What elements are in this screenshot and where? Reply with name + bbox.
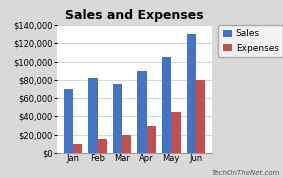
Bar (98, 139, 107, 153)
Text: TechOnTheNet.com: TechOnTheNet.com (212, 170, 280, 176)
Bar (162, 57, 171, 153)
Bar (147, 126, 156, 153)
Title: Sales and Expenses: Sales and Expenses (65, 9, 204, 22)
Bar (196, 80, 205, 153)
Bar (171, 112, 181, 153)
Bar (73, 144, 82, 153)
Bar (137, 71, 147, 153)
Bar (113, 84, 122, 153)
Bar (64, 89, 73, 153)
Bar (122, 135, 132, 153)
Legend: Sales, Expenses: Sales, Expenses (218, 25, 283, 57)
Bar (186, 34, 196, 153)
Bar (88, 78, 98, 153)
